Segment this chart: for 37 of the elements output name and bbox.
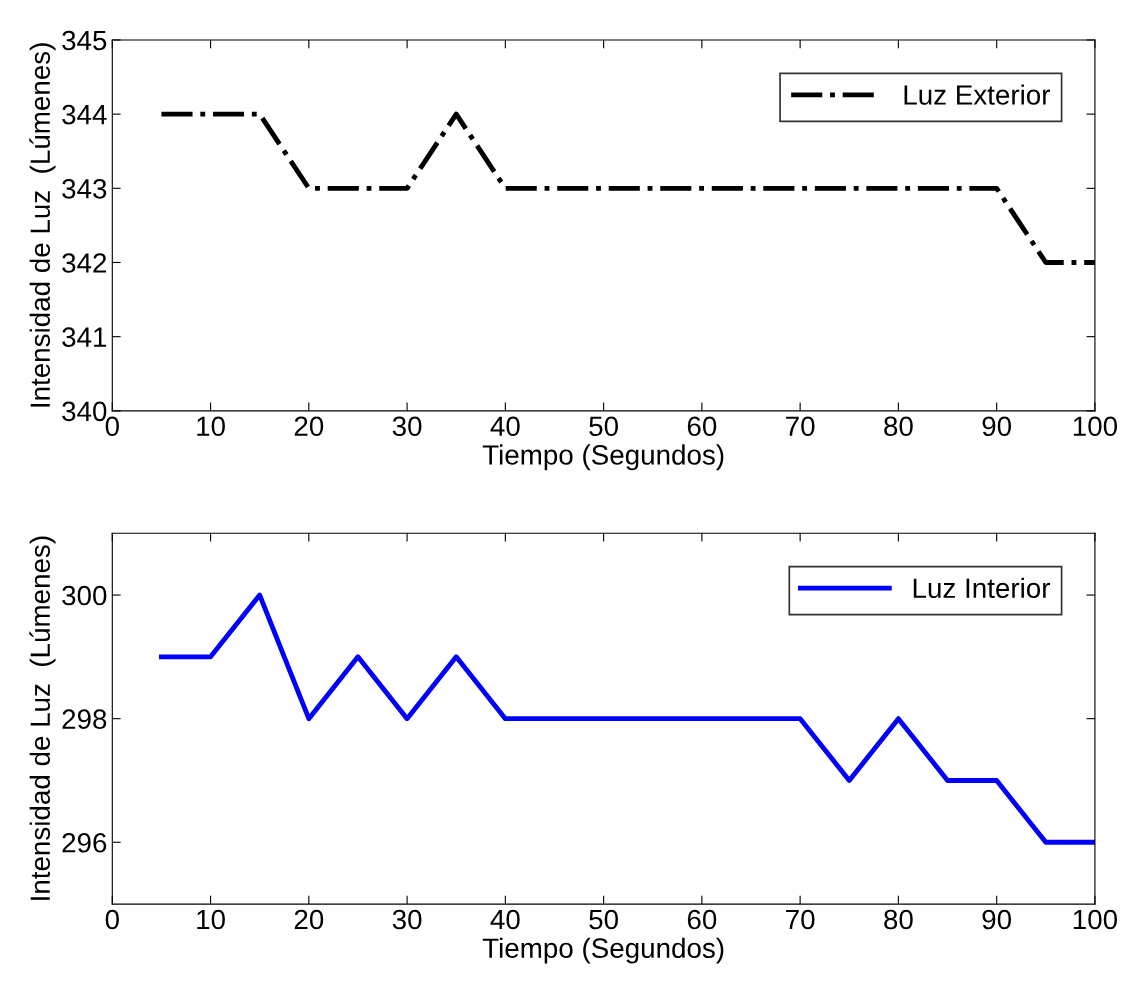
x-tick-label: 80 — [884, 909, 913, 930]
x-tick-label: 70 — [786, 416, 815, 437]
x-tick-label: 80 — [884, 416, 913, 437]
x-tick-label: 40 — [490, 416, 520, 437]
x-tick-label: 50 — [589, 416, 618, 437]
y-tick-label: 343 — [62, 178, 107, 199]
x-tick-label: 100 — [1073, 416, 1118, 437]
x-tick-label: 50 — [589, 909, 618, 930]
y-axis-title: Intensidad de Luz (Lúmenes) — [29, 43, 56, 407]
x-tick-label: 90 — [982, 909, 1012, 930]
x-tick-label: 60 — [687, 416, 717, 437]
x-tick-label: 20 — [294, 909, 324, 930]
x-axis-title: Tiempo (Segundos) — [482, 937, 724, 964]
y-tick-label: 296 — [62, 832, 107, 853]
x-tick-label: 10 — [197, 416, 225, 437]
x-tick-label: 0 — [105, 416, 119, 437]
legend-label: Luz Exterior — [904, 84, 1051, 105]
y-tick-label: 340 — [62, 401, 107, 422]
y-axis-title: Intensidad de Luz (Lúmenes) — [29, 536, 56, 900]
y-tick-label: 344 — [62, 104, 107, 125]
x-tick-label: 40 — [490, 909, 520, 930]
x-tick-label: 30 — [392, 416, 422, 437]
y-tick-label: 300 — [62, 585, 107, 606]
y-tick-label: 341 — [62, 327, 107, 347]
x-tick-label: 30 — [392, 909, 422, 930]
y-tick-label: 342 — [62, 253, 107, 273]
x-tick-label: 70 — [786, 909, 815, 930]
y-tick-label: 298 — [62, 709, 107, 729]
x-tick-label: 20 — [294, 416, 324, 437]
x-tick-label: 10 — [197, 909, 225, 930]
y-tick-label: 345 — [62, 30, 107, 51]
x-tick-label: 100 — [1073, 909, 1118, 930]
legend-label: Luz Interior — [913, 577, 1051, 599]
x-axis-title: Tiempo (Segundos) — [482, 444, 724, 471]
x-tick-label: 90 — [982, 416, 1012, 437]
x-tick-label: 0 — [105, 909, 119, 930]
x-tick-label: 60 — [687, 909, 717, 930]
